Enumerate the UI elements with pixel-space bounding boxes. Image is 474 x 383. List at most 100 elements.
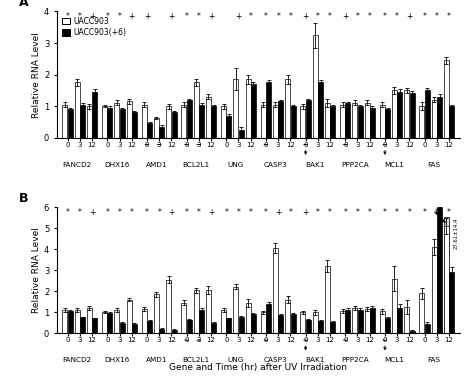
Bar	[397, 308, 402, 333]
Bar	[199, 310, 204, 333]
Text: +: +	[89, 208, 95, 217]
Text: MCL1: MCL1	[384, 357, 404, 363]
Text: *: *	[423, 12, 427, 21]
Bar	[199, 105, 204, 137]
Bar	[80, 318, 85, 333]
X-axis label: Gene and Time (hr) after UV Irradiation: Gene and Time (hr) after UV Irradiation	[169, 363, 347, 372]
Bar	[358, 106, 363, 137]
Text: B: B	[18, 192, 28, 205]
Bar	[449, 106, 454, 137]
Bar	[301, 106, 305, 137]
Text: *: *	[395, 12, 399, 21]
Text: *: *	[395, 208, 399, 217]
Bar	[120, 323, 125, 333]
Text: DHX16: DHX16	[104, 357, 129, 363]
Bar	[87, 106, 92, 137]
Bar	[172, 113, 176, 137]
Text: *: *	[435, 208, 439, 217]
Bar	[187, 100, 192, 137]
Bar	[273, 105, 278, 137]
Text: *: *	[66, 208, 70, 217]
Y-axis label: Relative RNA Level: Relative RNA Level	[32, 32, 41, 118]
Text: *: *	[78, 12, 82, 21]
Bar	[291, 106, 296, 137]
Text: UNG: UNG	[228, 162, 244, 168]
Bar	[425, 90, 430, 137]
Text: *: *	[105, 12, 109, 21]
Bar	[114, 103, 119, 137]
Bar	[306, 100, 311, 137]
Bar	[330, 322, 335, 333]
Bar	[397, 92, 402, 137]
Text: *: *	[197, 12, 201, 21]
Bar	[432, 247, 437, 333]
Bar	[404, 307, 409, 333]
Text: FAS: FAS	[428, 162, 441, 168]
Text: *: *	[289, 12, 292, 21]
Bar	[182, 105, 186, 137]
Bar	[365, 309, 370, 333]
Text: *: *	[145, 208, 149, 217]
Bar	[325, 103, 330, 137]
Bar	[437, 97, 442, 137]
Text: *: *	[130, 208, 134, 217]
Text: *: *	[185, 12, 189, 21]
Text: *: *	[66, 12, 70, 21]
Text: PPP2CA: PPP2CA	[341, 162, 369, 168]
Bar	[365, 103, 370, 137]
Bar	[182, 303, 186, 333]
Bar	[206, 290, 211, 333]
Bar	[261, 312, 266, 333]
Bar	[385, 319, 390, 333]
Bar	[380, 105, 385, 137]
Bar	[80, 105, 85, 137]
Bar	[444, 217, 449, 333]
Text: +: +	[144, 12, 150, 21]
Bar	[75, 310, 80, 333]
Text: *: *	[435, 12, 439, 21]
Bar	[330, 106, 335, 137]
Bar	[127, 101, 131, 137]
Y-axis label: Relative RNA Level: Relative RNA Level	[32, 227, 41, 313]
Bar	[313, 35, 318, 137]
Bar	[63, 105, 67, 137]
Text: *: *	[197, 208, 201, 217]
Bar	[75, 82, 80, 137]
Bar	[444, 226, 449, 333]
Bar	[313, 312, 318, 333]
Text: *: *	[356, 208, 359, 217]
Text: UNG: UNG	[228, 357, 244, 363]
Text: *: *	[249, 208, 253, 217]
Text: *: *	[264, 12, 268, 21]
Bar	[142, 105, 147, 137]
Bar	[352, 103, 357, 137]
Legend: UACC903, UACC903(+6): UACC903, UACC903(+6)	[61, 15, 128, 39]
Bar	[246, 79, 251, 137]
Bar	[318, 321, 323, 333]
Text: +: +	[89, 12, 95, 21]
Bar	[404, 90, 409, 137]
Text: +: +	[342, 12, 348, 21]
Bar	[211, 106, 216, 137]
Bar	[358, 310, 363, 333]
Bar	[392, 278, 397, 333]
Bar	[92, 319, 97, 333]
Text: FAS: FAS	[428, 357, 441, 363]
Bar	[92, 92, 97, 137]
Bar	[266, 304, 271, 333]
Bar	[166, 106, 171, 137]
Bar	[159, 127, 164, 137]
Bar	[233, 287, 238, 333]
Text: *: *	[447, 12, 451, 21]
Text: +: +	[128, 12, 135, 21]
Bar	[251, 314, 256, 333]
Text: *: *	[343, 208, 347, 217]
Bar	[432, 100, 437, 137]
Bar	[449, 272, 454, 333]
Text: +: +	[275, 208, 282, 217]
Bar	[102, 106, 107, 137]
Text: +: +	[168, 12, 174, 21]
Text: BAK1: BAK1	[305, 357, 325, 363]
Text: *: *	[328, 12, 332, 21]
Bar	[63, 310, 67, 333]
